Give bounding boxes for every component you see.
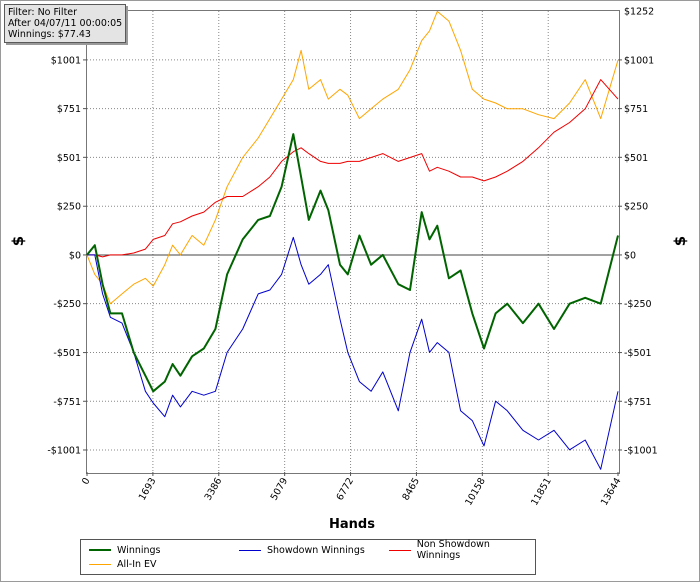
legend-label-allin: All-In EV xyxy=(117,558,157,570)
series-line-winnings xyxy=(86,133,619,393)
x-tick-label: 10158 xyxy=(463,476,488,508)
legend-item-non-showdown: Non Showdown Winnings xyxy=(389,539,535,561)
y-tick-label-left: $0 xyxy=(69,250,81,261)
y-tick-label-right: $250 xyxy=(624,202,648,213)
legend-swatch-showdown xyxy=(239,549,261,551)
y-axis-title-right: $ xyxy=(671,235,689,247)
plot-area xyxy=(86,10,620,474)
series-line-non-showdown-winnings xyxy=(87,79,619,258)
y-tick-label-left: -$1001 xyxy=(47,445,81,456)
winnings-total-label: Winnings: $77.43 xyxy=(8,29,91,40)
x-tick-label: 6772 xyxy=(335,476,357,502)
y-tick-label-right: -$501 xyxy=(624,348,652,359)
x-tick-label: 1693 xyxy=(137,476,159,502)
y-tick-label-left: $751 xyxy=(57,104,81,115)
y-tick-label-right: -$250 xyxy=(624,299,652,310)
x-tick-label: 3386 xyxy=(203,476,225,502)
y-tick-label-right: -$1001 xyxy=(624,445,658,456)
filter-info-box: Filter: No Filter After 04/07/11 00:00:0… xyxy=(4,4,126,43)
filter-label: Filter: No Filter xyxy=(8,7,78,18)
y-tick-label-left: $1001 xyxy=(51,55,81,66)
x-tick-label: 11851 xyxy=(529,476,554,508)
y-tick-label-left: -$250 xyxy=(53,299,81,310)
y-tick-label-right: $751 xyxy=(624,104,648,115)
y-tick-label-right: $501 xyxy=(624,153,648,164)
series-line-all-in-ev xyxy=(86,10,619,305)
legend-swatch-allin xyxy=(89,563,111,565)
chart-legend: Winnings Showdown Winnings Non Showdown … xyxy=(80,539,536,575)
y-tick-label-right: -$751 xyxy=(624,397,652,408)
series-line-showdown-winnings xyxy=(87,236,619,470)
legend-label-winnings: Winnings xyxy=(117,544,161,556)
legend-label-non-showdown: Non Showdown Winnings xyxy=(416,539,490,561)
legend-item-winnings: Winnings xyxy=(89,544,161,556)
y-tick-label-right: $0 xyxy=(624,250,636,261)
y-tick-label-right: $1001 xyxy=(624,55,654,66)
x-tick-label: 5079 xyxy=(269,476,291,502)
x-axis-title: Hands xyxy=(329,517,375,532)
legend-item-showdown: Showdown Winnings xyxy=(239,544,365,556)
legend-label-showdown: Showdown Winnings xyxy=(267,544,365,556)
y-tick-label-left: -$501 xyxy=(53,348,81,359)
y-tick-label-left: -$751 xyxy=(53,397,81,408)
legend-item-allin: All-In EV xyxy=(89,558,157,570)
x-tick-label: 13644 xyxy=(599,476,624,508)
after-date-label: After 04/07/11 00:00:05 xyxy=(8,18,123,29)
x-tick-label: 8465 xyxy=(400,476,422,502)
y-tick-label-left: $501 xyxy=(57,153,81,164)
legend-swatch-winnings xyxy=(89,549,111,551)
y-tick-label-right: $1252 xyxy=(624,7,654,18)
legend-swatch-non-showdown xyxy=(389,549,411,551)
y-axis-title-left: $ xyxy=(9,235,27,247)
y-tick-label-left: $250 xyxy=(57,202,81,213)
x-tick-label: 0 xyxy=(80,476,93,487)
